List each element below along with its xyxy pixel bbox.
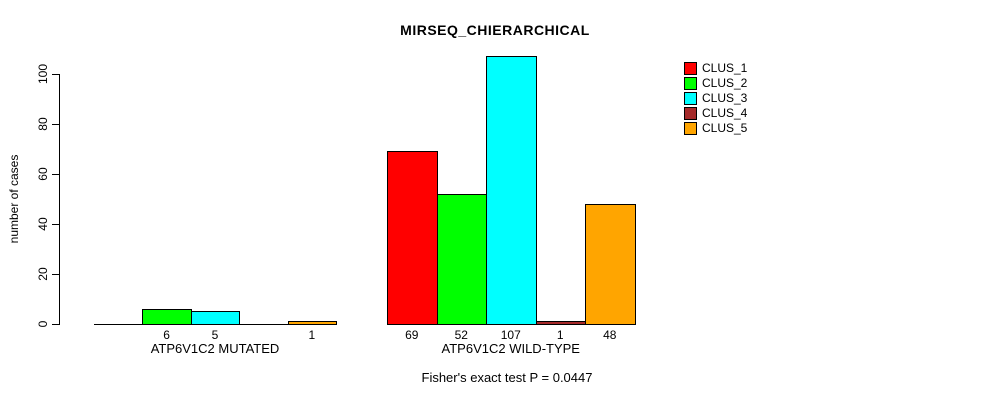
group-label-mutated: ATP6V1C2 MUTATED [150, 341, 280, 356]
legend-row-clus_3: CLUS_3 [684, 91, 747, 106]
bar-value-label: 5 [211, 328, 219, 342]
legend-row-clus_4: CLUS_4 [684, 106, 747, 121]
y-axis-label: number of cases [7, 154, 21, 244]
bar-value-label: 48 [603, 328, 617, 342]
bar-clus_1-group1-zero [94, 324, 144, 325]
legend-label: CLUS_4 [702, 106, 748, 120]
bar-clus_4-group1-zero [239, 324, 289, 325]
y-tick-label: 40 [36, 217, 50, 231]
legend-row-clus_5: CLUS_5 [684, 121, 747, 136]
bar-value-label: 1 [556, 328, 564, 342]
legend-swatch-icon [684, 77, 697, 90]
y-tick-label: 80 [36, 117, 50, 131]
y-tick-label: 100 [36, 63, 50, 85]
legend-swatch-icon [684, 92, 697, 105]
bar-value-label: 69 [405, 328, 419, 342]
bar-clus_4-group2 [535, 321, 586, 325]
legend-label: CLUS_5 [702, 121, 748, 135]
y-tick-label: 20 [36, 267, 50, 281]
legend-label: CLUS_1 [702, 61, 748, 75]
y-tick-label: 0 [36, 320, 50, 328]
bar-clus_1-group2 [387, 151, 438, 325]
bar-clus_3-group2 [486, 56, 537, 325]
legend-row-clus_2: CLUS_2 [684, 76, 747, 91]
y-tick [52, 224, 59, 225]
group-label-wild-type: ATP6V1C2 WILD-TYPE [441, 341, 580, 356]
y-tick [52, 274, 59, 275]
legend-label: CLUS_2 [702, 76, 748, 90]
bar-value-label: 1 [308, 328, 316, 342]
bar-clus_5-group2 [585, 204, 636, 325]
bar-clus_3-group1 [190, 311, 241, 325]
bar-value-label: 107 [500, 328, 521, 342]
legend-swatch-icon [684, 62, 697, 75]
y-tick [52, 124, 59, 125]
legend-swatch-icon [684, 122, 697, 135]
y-tick [52, 74, 59, 75]
bar-clus_2-group2 [436, 194, 487, 325]
legend-label: CLUS_3 [702, 91, 748, 105]
y-tick [52, 324, 59, 325]
legend-swatch-icon [684, 107, 697, 120]
bar-value-label: 52 [454, 328, 468, 342]
chart-title: MIRSEQ_CHIERARCHICAL [400, 22, 590, 38]
bar-clus_5-group1 [287, 321, 337, 325]
y-tick [52, 174, 59, 175]
y-axis-line [59, 74, 60, 325]
bar-clus_2-group1 [142, 309, 192, 325]
y-tick-label: 60 [36, 167, 50, 181]
fisher-test-caption: Fisher's exact test P = 0.0447 [421, 370, 593, 385]
legend-row-clus_1: CLUS_1 [684, 61, 747, 76]
bar-value-label: 6 [163, 328, 170, 342]
legend: CLUS_1 CLUS_2 CLUS_3 CLUS_4 CLUS_5 [684, 61, 747, 136]
